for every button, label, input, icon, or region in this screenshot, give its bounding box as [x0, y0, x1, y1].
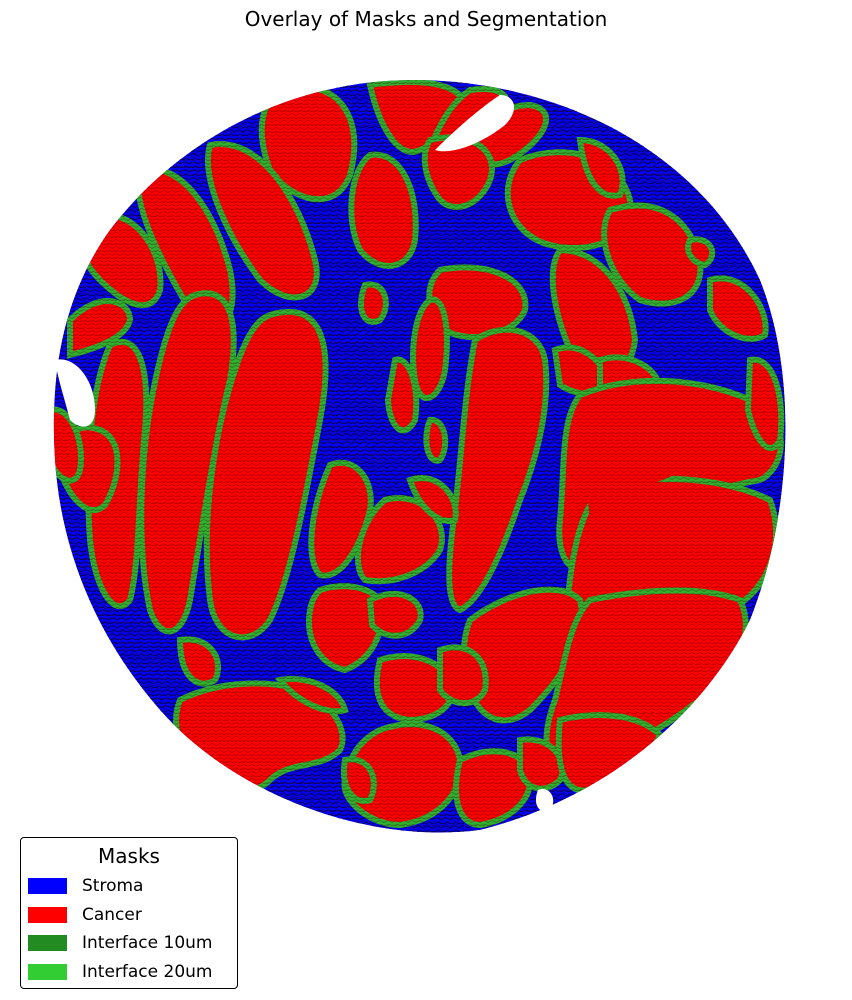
legend-label: Interface 10um	[82, 933, 213, 954]
tissue-gaps	[55, 95, 554, 812]
legend-label: Cancer	[82, 904, 142, 925]
legend-swatch-cancer	[28, 906, 67, 923]
legend-item-interface-10um: Interface 10um	[21, 929, 237, 958]
legend-item-cancer: Cancer	[21, 901, 237, 930]
legend-swatch-interface-10um	[28, 935, 67, 952]
figure-title: Overlay of Masks and Segmentation	[244, 7, 608, 31]
legend-item-interface-20um: Interface 20um	[21, 958, 237, 987]
legend: Masks Stroma Cancer Interface 10um Inter…	[20, 837, 238, 989]
legend-label: Stroma	[82, 876, 144, 897]
legend-label: Interface 20um	[82, 961, 213, 982]
legend-title: Masks	[98, 844, 160, 868]
legend-swatch-stroma	[28, 878, 67, 895]
legend-swatch-interface-20um	[28, 963, 67, 980]
legend-item-stroma: Stroma	[21, 872, 237, 901]
